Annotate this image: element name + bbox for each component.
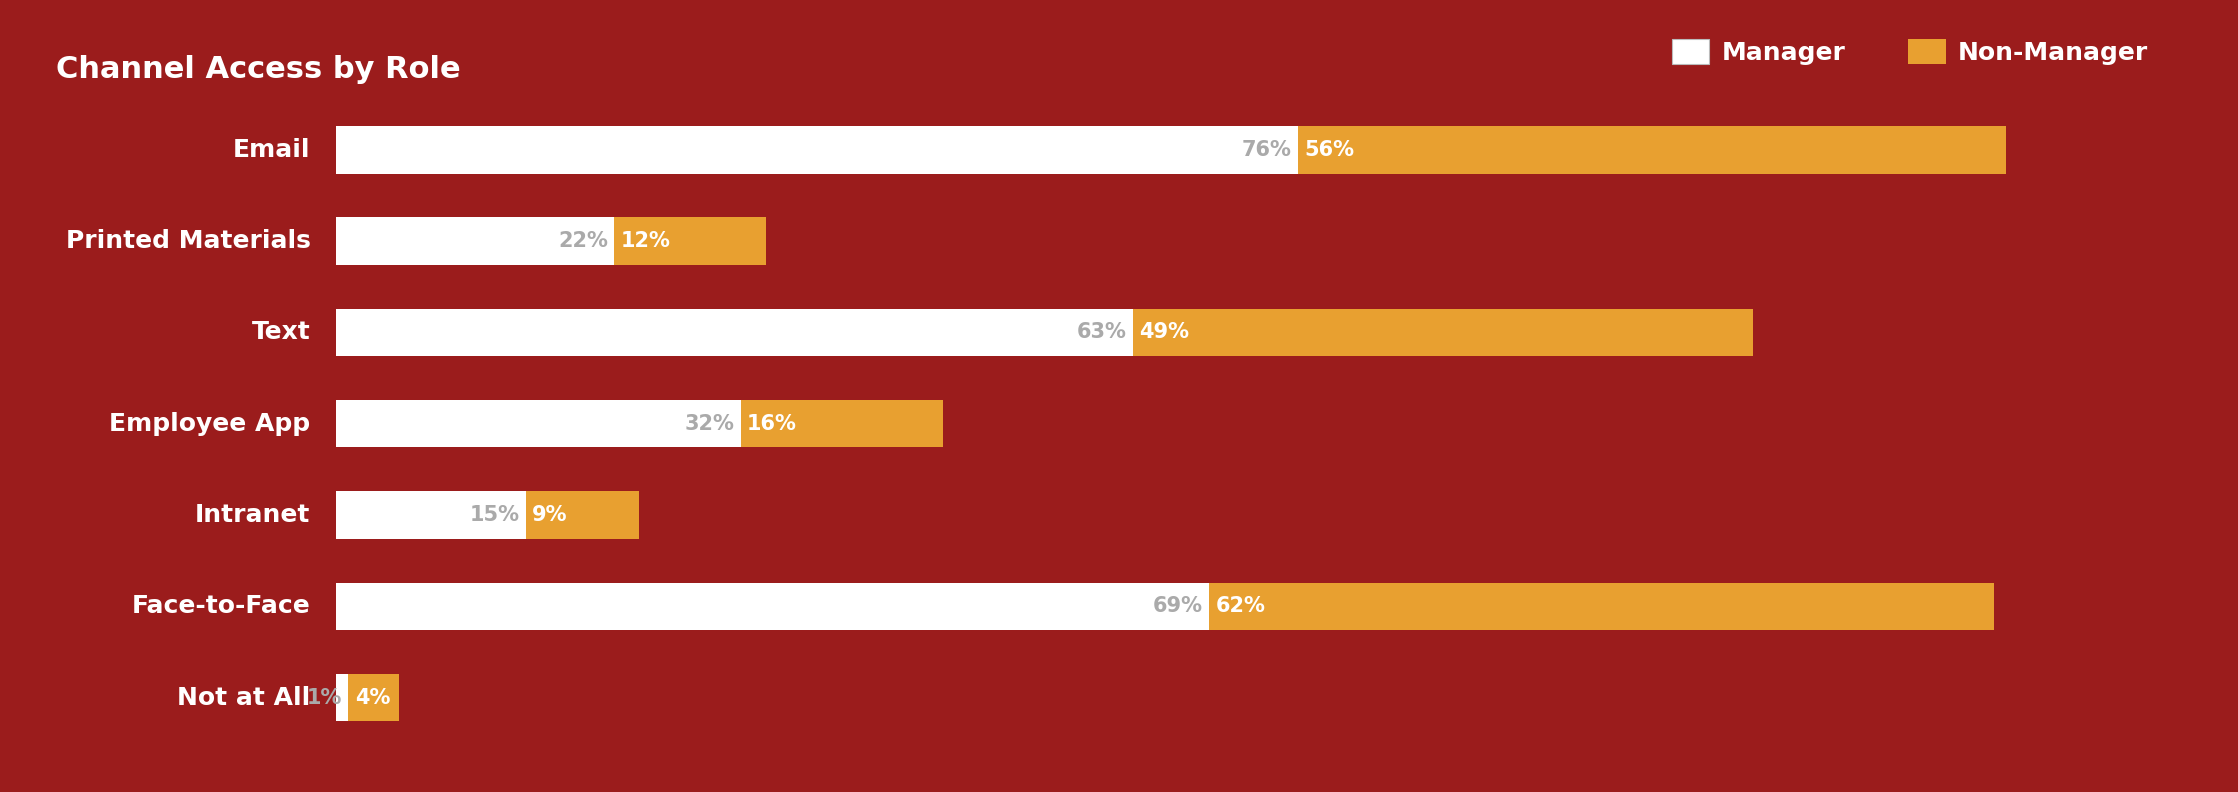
Legend: Manager, Non-Manager: Manager, Non-Manager — [1663, 29, 2157, 75]
Bar — [741, 400, 942, 447]
Bar — [336, 583, 1209, 630]
Text: Intranet: Intranet — [195, 503, 311, 527]
Text: 56%: 56% — [1305, 140, 1354, 160]
Text: 15%: 15% — [470, 505, 519, 525]
Bar — [336, 126, 1298, 173]
Bar — [613, 217, 765, 265]
Text: 12%: 12% — [620, 231, 671, 251]
Text: 69%: 69% — [1153, 596, 1202, 616]
Bar — [1209, 583, 1994, 630]
Bar — [336, 400, 741, 447]
Text: 32%: 32% — [685, 413, 734, 434]
Text: Not at All: Not at All — [177, 686, 311, 710]
Text: 22%: 22% — [557, 231, 609, 251]
Text: 62%: 62% — [1215, 596, 1264, 616]
Text: 1%: 1% — [307, 687, 342, 707]
Bar — [349, 674, 398, 722]
Text: Channel Access by Role: Channel Access by Role — [56, 55, 461, 85]
Text: 63%: 63% — [1076, 322, 1126, 342]
Text: 76%: 76% — [1242, 140, 1291, 160]
Text: 49%: 49% — [1139, 322, 1188, 342]
Bar — [1298, 126, 2005, 173]
Text: Email: Email — [233, 138, 311, 162]
Bar — [336, 491, 526, 539]
Bar — [336, 217, 613, 265]
Text: 16%: 16% — [747, 413, 797, 434]
Bar — [1132, 309, 1752, 356]
Text: 4%: 4% — [354, 687, 389, 707]
Text: Employee App: Employee App — [110, 412, 311, 436]
Bar — [336, 309, 1132, 356]
Bar — [526, 491, 640, 539]
Bar — [336, 674, 349, 722]
Text: Text: Text — [251, 321, 311, 345]
Text: Printed Materials: Printed Materials — [65, 229, 311, 253]
Text: Face-to-Face: Face-to-Face — [132, 594, 311, 619]
Text: 9%: 9% — [533, 505, 568, 525]
